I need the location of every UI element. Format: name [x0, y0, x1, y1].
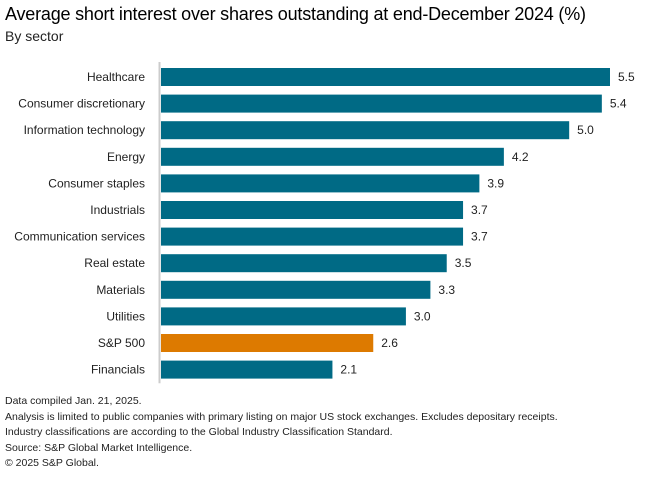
bar-consumer-staples — [161, 174, 480, 193]
value-label-healthcare: 5.5 — [618, 70, 635, 84]
chart-subtitle: By sector — [5, 28, 64, 44]
footer-source: Source: S&P Global Market Intelligence. — [5, 441, 193, 454]
category-label-industrials: Industrials — [90, 203, 145, 217]
category-label-energy: Energy — [107, 150, 145, 164]
chart-footer: Data compiled Jan. 21, 2025. Analysis is… — [5, 394, 558, 472]
category-label-consumer-staples: Consumer staples — [48, 176, 145, 190]
value-label-industrials: 3.7 — [471, 203, 488, 217]
value-label-information-technology: 5.0 — [577, 123, 594, 137]
category-label-consumer-discretionary: Consumer discretionary — [18, 97, 145, 111]
category-label-information-technology: Information technology — [24, 123, 145, 137]
value-label-financials: 2.1 — [340, 363, 357, 377]
bar-real-estate — [161, 254, 447, 273]
category-label-sandp-500: S&P 500 — [98, 336, 145, 350]
bar-industrials — [161, 201, 464, 219]
bar-financials — [161, 360, 333, 379]
bar-information-technology — [161, 121, 570, 140]
category-label-real-estate: Real estate — [84, 256, 145, 270]
value-label-consumer-discretionary: 5.4 — [610, 97, 627, 111]
bar-healthcare — [161, 68, 610, 86]
category-label-financials: Financials — [91, 363, 145, 377]
category-label-communication-services: Communication services — [14, 230, 145, 244]
bar-communication-services — [161, 227, 464, 246]
bar-utilities — [161, 307, 406, 326]
bar-materials — [161, 280, 431, 299]
category-label-materials: Materials — [96, 283, 145, 297]
footer-date-note: Data compiled Jan. 21, 2025. — [5, 395, 142, 407]
value-label-utilities: 3.0 — [414, 309, 431, 323]
value-label-real-estate: 3.5 — [455, 256, 472, 270]
footer-analysis-note: Analysis is limited to public companies … — [5, 410, 558, 423]
bar-chart: Healthcare 5.5 Consumer discretionary 5.4 In… — [14, 62, 635, 384]
value-label-materials: 3.3 — [438, 283, 455, 297]
value-label-sandp-500: 2.6 — [381, 336, 398, 350]
category-label-healthcare: Healthcare — [87, 70, 145, 84]
category-label-utilities: Utilities — [106, 309, 145, 323]
footer-copyright: © 2025 S&P Global. — [5, 457, 99, 469]
chart-title: Average short interest over shares outst… — [5, 4, 586, 24]
bar-energy — [161, 147, 504, 166]
value-label-consumer-staples: 3.9 — [487, 176, 504, 190]
value-label-energy: 4.2 — [512, 150, 529, 164]
bar-consumer-discretionary — [161, 94, 602, 113]
bar-sandp-500 — [161, 334, 374, 352]
footer-classification-note: Industry classifications are according t… — [5, 426, 393, 438]
value-label-communication-services: 3.7 — [471, 230, 488, 244]
